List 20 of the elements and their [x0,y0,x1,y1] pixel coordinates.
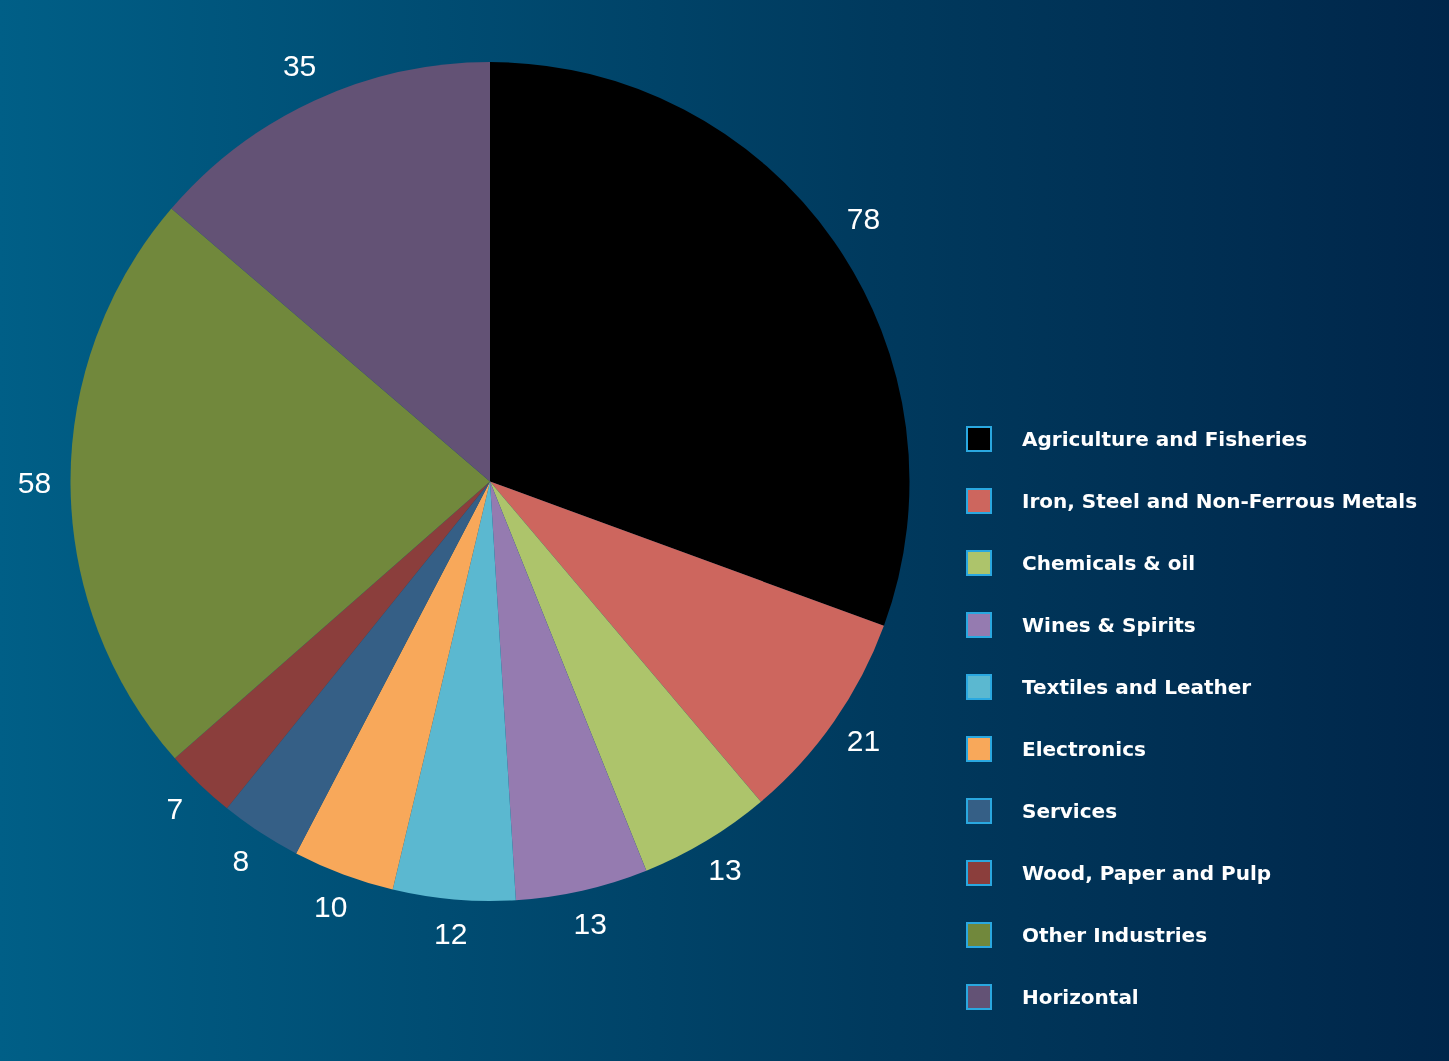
data-label: 35 [282,48,317,82]
legend-label: Iron, Steel and Non-Ferrous Metals [1022,489,1418,513]
slice-label: Agriculture and Fisheries [1022,427,1308,451]
data-label: 78 [846,201,881,235]
legend-label: Wines & Spirits [1022,613,1196,637]
legend-label: Chemicals & oil [1022,551,1196,575]
legend-label: Wood, Paper and Pulp [1022,861,1272,885]
legend-label: Electronics [1022,737,1146,761]
data-label: 12 [434,916,468,950]
data-label: 13 [573,907,607,941]
data-label: 58 [17,465,52,499]
data-label: 7 [166,791,184,825]
data-label: 10 [314,889,348,923]
data-label: 13 [708,852,742,886]
legend-label: Services [1022,799,1118,823]
data-label: 8 [232,844,250,878]
legend-label: Horizontal [1022,985,1139,1009]
legend-label: Textiles and Leather [1022,675,1252,699]
data-label: 21 [846,723,881,757]
legend-label: Other Industries [1022,923,1208,947]
